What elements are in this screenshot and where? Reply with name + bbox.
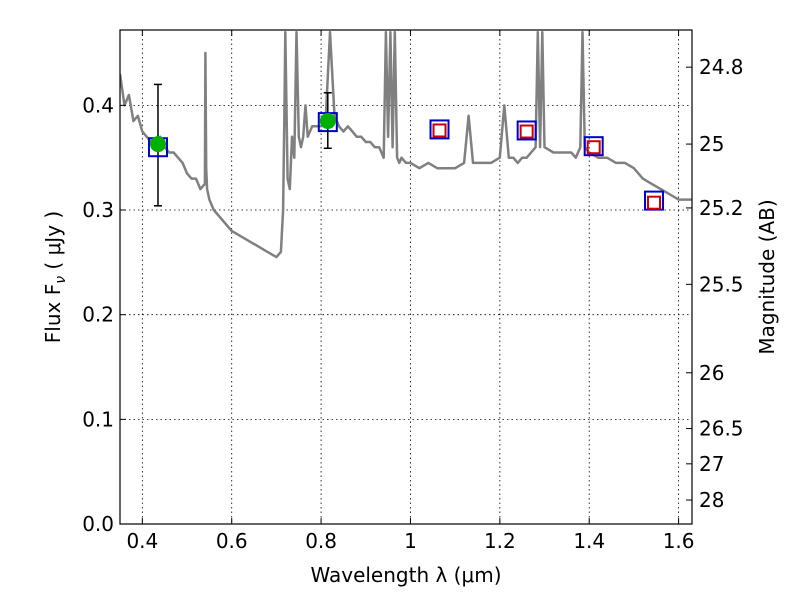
plot-frame — [119, 29, 693, 525]
x-tick-label: 1 — [404, 529, 417, 553]
x-tick-label: 0.6 — [216, 529, 248, 553]
y-axis-ticks: 0.0 0.1 0.2 0.3 0.4 — [82, 93, 126, 536]
blue-square-marker — [429, 119, 450, 140]
spectrum-series — [120, 30, 692, 259]
y2-tick-label: 25.2 — [699, 196, 744, 220]
x-tick-label: 1.6 — [663, 529, 695, 553]
x-axis-label: Wavelength λ (μm) — [310, 563, 501, 587]
y-tick-label: 0.1 — [82, 407, 114, 431]
y-axis-label-main: Flux F — [41, 284, 65, 343]
y2-tick-label: 26.5 — [699, 417, 744, 441]
y2-tick-label: 25.5 — [699, 272, 744, 296]
y2-axis-label: Magnitude (AB) — [755, 199, 779, 354]
y-axis-label-unit: ( μJy ) — [41, 211, 65, 276]
y2-tick-label: 28 — [699, 488, 724, 512]
x-tick-label: 0.4 — [126, 529, 158, 553]
red-square-marker — [519, 124, 534, 139]
spectrum-line — [120, 30, 692, 259]
y-tick-label: 0.3 — [82, 198, 114, 222]
green-circle-marker — [319, 113, 336, 130]
y-tick-label: 0.2 — [82, 303, 114, 327]
y-axis-label: Flux Fν ( μJy ) — [41, 211, 69, 343]
red-square-marker — [432, 123, 447, 138]
blue-square-marker — [583, 136, 604, 157]
error-bars — [153, 83, 332, 207]
x-axis-ticks: 0.4 0.6 0.8 1 1.2 1.4 1.6 — [126, 30, 695, 553]
x-tick-label: 1.4 — [573, 529, 605, 553]
photometry-markers — [147, 112, 665, 211]
y-tick-label: 0.0 — [82, 512, 114, 536]
y-tick-label: 0.4 — [82, 93, 114, 117]
red-square-marker — [586, 140, 601, 155]
x-tick-label: 0.8 — [305, 529, 337, 553]
red-square-marker — [647, 195, 662, 210]
y2-tick-label: 25 — [699, 132, 724, 156]
y2-tick-label: 24.8 — [699, 55, 744, 79]
y-axis-label-subscript: ν — [53, 276, 69, 284]
green-circle-marker — [149, 136, 166, 153]
x-tick-label: 1.2 — [484, 529, 516, 553]
y2-tick-label: 26 — [699, 361, 724, 385]
y2-tick-label: 27 — [699, 452, 724, 476]
blue-square-marker — [516, 120, 537, 141]
y2-axis-ticks: 24.8 25 25.2 25.5 26 26.5 27 28 — [686, 55, 744, 512]
